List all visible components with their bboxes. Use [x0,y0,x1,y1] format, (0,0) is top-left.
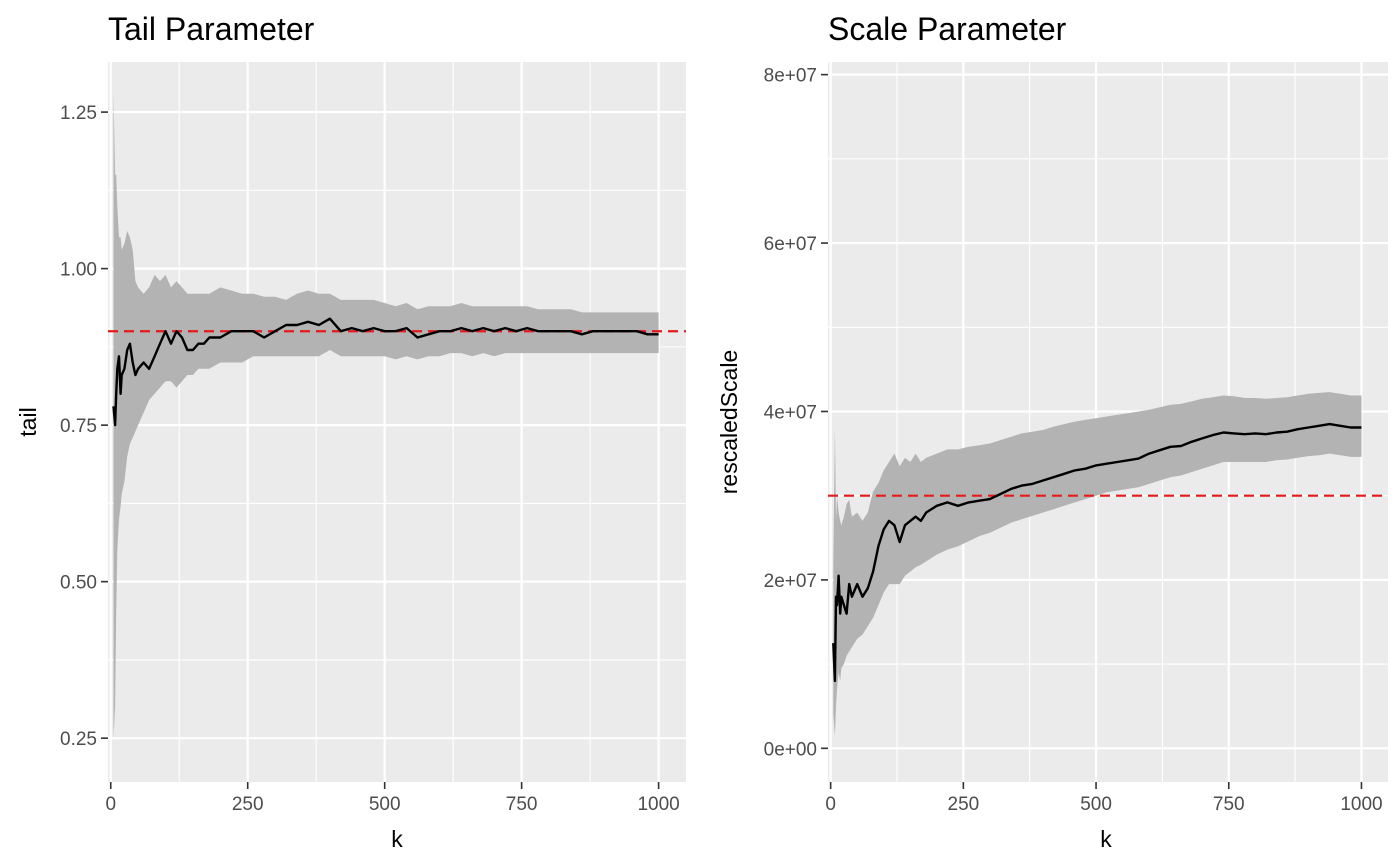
y-tick-label: 8e+07 [764,66,817,87]
y-axis: 0.25 0.50 0.75 1.00 1.25 [60,103,108,750]
y-tick-label: 4e+07 [764,402,817,423]
y-axis: 0e+00 2e+07 4e+07 6e+07 8e+07 [764,66,828,760]
y-tick-label: 2e+07 [764,571,817,592]
x-tick-label: 750 [506,794,538,815]
y-tick-label: 0e+00 [764,739,817,760]
x-tick-label: 500 [1080,794,1112,815]
y-axis-title: rescaledScale [716,350,742,494]
x-axis-title: k [391,826,403,852]
x-axis-title: k [1100,826,1112,852]
series-line [832,422,1362,683]
x-tick-label: 0 [105,794,116,815]
scale-parameter-panel: Scale Parameter 0 250 500 750 1000 0e+00 2e+0… [716,11,1388,852]
series-line [112,317,659,427]
confidence-band [833,392,1362,736]
y-tick-label: 1.25 [60,103,97,124]
x-tick-label: 250 [948,794,980,815]
tail-parameter-panel: Tail Parameter 0 250 500 750 1000 0.250.500.… [15,11,686,852]
chart-title: Tail Parameter [108,11,315,47]
x-tick-label: 250 [232,794,264,815]
x-axis: 0 250 500 750 1000 [825,782,1383,815]
x-axis: 0 250 500 750 1000 [105,782,680,815]
x-tick-label: 500 [369,794,401,815]
y-tick-label: 1.00 [60,260,97,281]
y-tick-label: 0.25 [60,729,97,750]
x-tick-label: 750 [1213,794,1245,815]
y-axis-title: tail [15,407,41,436]
x-tick-label: 1000 [637,794,679,815]
grid-major [108,62,686,782]
plot-background [108,62,686,782]
x-tick-label: 0 [825,794,836,815]
y-tick-label: 6e+07 [764,234,817,255]
chart-title: Scale Parameter [828,11,1067,47]
y-tick-label: 0.50 [60,573,97,594]
y-tick-label: 0.75 [60,416,97,437]
x-tick-label: 1000 [1340,794,1382,815]
